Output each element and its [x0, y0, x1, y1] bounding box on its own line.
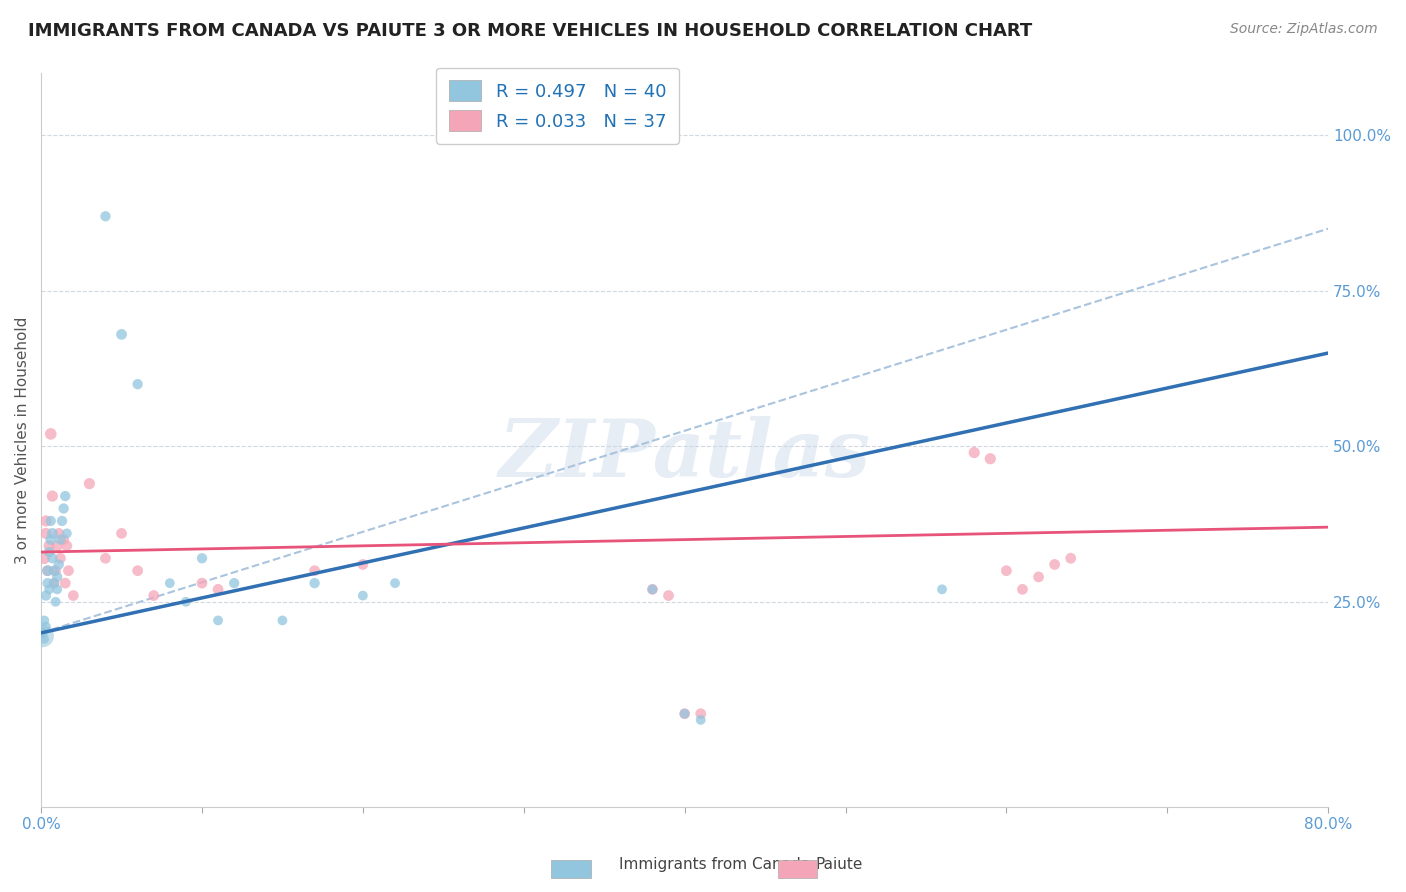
Point	[52, 533, 75, 547]
Point	[110, 526, 132, 541]
Point	[641, 582, 664, 597]
Point	[45, 595, 67, 609]
Y-axis label: 3 or more Vehicles in Household: 3 or more Vehicles in Household	[15, 317, 30, 564]
Point	[49, 551, 72, 566]
Point	[673, 706, 696, 721]
Point	[46, 539, 69, 553]
Point	[207, 582, 229, 597]
Point	[304, 576, 326, 591]
Point	[384, 576, 406, 591]
Text: Source: ZipAtlas.com: Source: ZipAtlas.com	[1230, 22, 1378, 37]
Point	[56, 526, 79, 541]
Point	[35, 589, 58, 603]
Point	[41, 526, 63, 541]
Point	[94, 551, 117, 566]
Point	[37, 564, 59, 578]
Point	[224, 576, 246, 591]
Point	[34, 632, 56, 646]
Text: IMMIGRANTS FROM CANADA VS PAIUTE 3 OR MORE VEHICLES IN HOUSEHOLD CORRELATION CHA: IMMIGRANTS FROM CANADA VS PAIUTE 3 OR MO…	[28, 22, 1032, 40]
Point	[191, 551, 214, 566]
Point	[1028, 570, 1050, 584]
Point	[56, 539, 79, 553]
Text: Immigrants from Canada: Immigrants from Canada	[619, 857, 810, 872]
Point	[38, 539, 60, 553]
Point	[79, 476, 101, 491]
Point	[1011, 582, 1033, 597]
Point	[51, 514, 73, 528]
Point	[39, 426, 62, 441]
Point	[42, 564, 65, 578]
Point	[37, 564, 59, 578]
Point	[35, 620, 58, 634]
Point	[995, 564, 1018, 578]
Point	[963, 445, 986, 459]
Point	[48, 558, 70, 572]
Point	[207, 614, 229, 628]
Point	[689, 713, 711, 727]
Point	[931, 582, 953, 597]
Point	[62, 589, 84, 603]
Point	[48, 526, 70, 541]
Point	[35, 514, 58, 528]
Point	[352, 589, 374, 603]
Point	[53, 489, 76, 503]
Point	[641, 582, 664, 597]
Point	[41, 551, 63, 566]
Point	[31, 629, 53, 643]
Point	[37, 576, 59, 591]
Point	[689, 706, 711, 721]
Point	[174, 595, 197, 609]
Point	[94, 209, 117, 223]
Point	[271, 614, 294, 628]
Point	[38, 582, 60, 597]
Point	[1043, 558, 1066, 572]
Point	[42, 576, 65, 591]
Legend: R = 0.497   N = 40, R = 0.033   N = 37: R = 0.497 N = 40, R = 0.033 N = 37	[436, 68, 679, 144]
Point	[1060, 551, 1083, 566]
Point	[34, 614, 56, 628]
Point	[45, 564, 67, 578]
Point	[304, 564, 326, 578]
Point	[42, 576, 65, 591]
Point	[46, 582, 69, 597]
Point	[49, 533, 72, 547]
Point	[39, 533, 62, 547]
Point	[58, 564, 80, 578]
Point	[127, 377, 149, 392]
Point	[142, 589, 165, 603]
Text: ZIPatlas: ZIPatlas	[499, 416, 870, 493]
Point	[52, 501, 75, 516]
Point	[673, 706, 696, 721]
Point	[110, 327, 132, 342]
Point	[38, 545, 60, 559]
Text: Paiute: Paiute	[815, 857, 863, 872]
Point	[46, 570, 69, 584]
Point	[127, 564, 149, 578]
Point	[35, 526, 58, 541]
Point	[53, 576, 76, 591]
Point	[31, 625, 53, 640]
Point	[979, 451, 1001, 466]
Point	[191, 576, 214, 591]
Point	[34, 551, 56, 566]
Point	[41, 489, 63, 503]
Point	[159, 576, 181, 591]
Point	[657, 589, 679, 603]
Point	[352, 558, 374, 572]
Point	[39, 514, 62, 528]
